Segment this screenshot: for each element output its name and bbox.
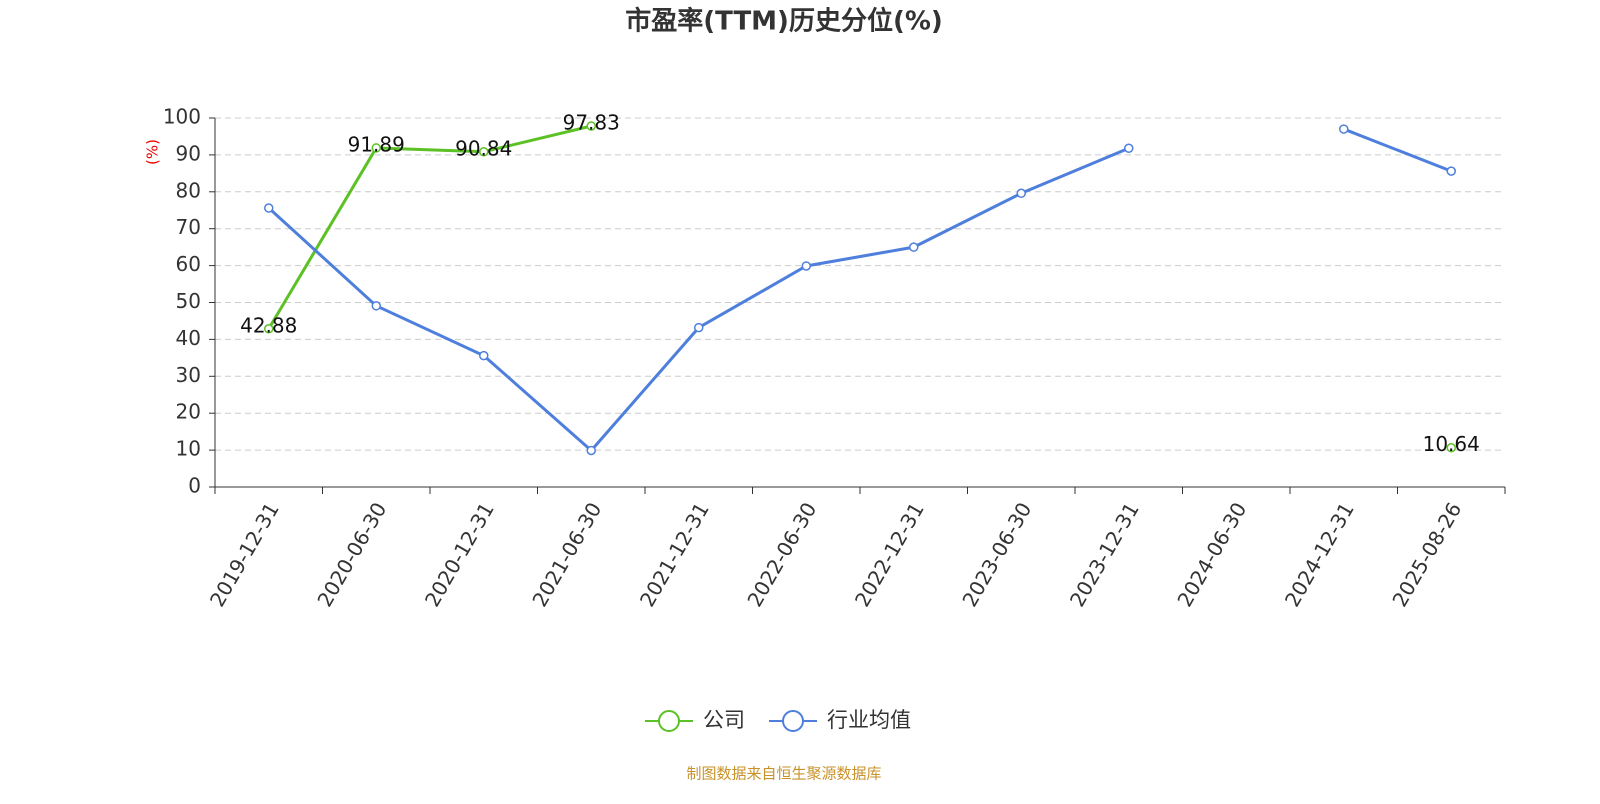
- data-label: 91.89: [348, 132, 405, 156]
- y-tick-label: 60: [176, 252, 201, 276]
- x-tick-label: 2023-06-30: [957, 498, 1036, 611]
- data-point: [1446, 166, 1456, 176]
- y-tick-label: 10: [176, 437, 201, 461]
- data-point: [479, 147, 489, 157]
- data-point: [586, 445, 596, 456]
- data-point: [1016, 188, 1026, 199]
- x-tick-label: 2025-08-26: [1387, 498, 1466, 611]
- x-tick-label: 2019-12-31: [205, 498, 284, 611]
- data-label: 42.88: [240, 313, 297, 337]
- x-tick-label: 2021-12-31: [635, 498, 714, 611]
- data-point: [371, 301, 381, 311]
- legend-marker: [782, 710, 804, 732]
- y-tick-label: 100: [163, 105, 201, 129]
- x-tick-label: 2020-06-30: [312, 498, 391, 611]
- data-label: 90.84: [455, 136, 512, 160]
- y-tick-label: 90: [176, 141, 201, 165]
- x-tick-label: 2022-12-31: [850, 498, 929, 611]
- data-point: [909, 242, 919, 252]
- data-point: [801, 261, 811, 271]
- legend-label: 行业均值: [827, 708, 911, 732]
- data-point: [694, 322, 704, 333]
- data-point: [1446, 442, 1456, 453]
- y-tick-label: 30: [176, 363, 201, 387]
- data-label: 97.83: [563, 111, 620, 135]
- x-tick-label: 2024-06-30: [1172, 498, 1251, 611]
- y-tick-label: 80: [176, 178, 201, 202]
- x-tick-label: 2021-06-30: [527, 498, 606, 611]
- y-tick-label: 40: [176, 326, 201, 350]
- source-note: 制图数据来自恒生聚源数据库: [686, 765, 881, 783]
- data-point: [264, 324, 274, 334]
- y-tick-label: 0: [188, 474, 201, 498]
- y-tick-label: 70: [176, 215, 201, 239]
- y-tick-label: 20: [176, 400, 201, 424]
- series-line: [269, 126, 1452, 448]
- data-point: [586, 121, 596, 131]
- data-point: [1124, 143, 1134, 154]
- legend-label: 公司: [703, 708, 745, 732]
- legend-marker: [658, 710, 680, 732]
- data-label: 10.64: [1423, 432, 1480, 456]
- data-point: [1339, 124, 1349, 134]
- y-axis-label: (%): [144, 139, 162, 165]
- x-tick-label: 2024-12-31: [1280, 498, 1359, 611]
- x-tick-label: 2020-12-31: [420, 498, 499, 611]
- x-tick-label: 2023-12-31: [1065, 498, 1144, 611]
- x-tick-label: 2022-06-30: [742, 498, 821, 611]
- data-point: [264, 203, 274, 213]
- data-point: [479, 350, 489, 361]
- chart-title: 市盈率(TTM)历史分位(%): [625, 6, 943, 37]
- data-point: [371, 143, 381, 153]
- y-tick-label: 50: [176, 289, 201, 313]
- series-line: [267, 127, 1452, 453]
